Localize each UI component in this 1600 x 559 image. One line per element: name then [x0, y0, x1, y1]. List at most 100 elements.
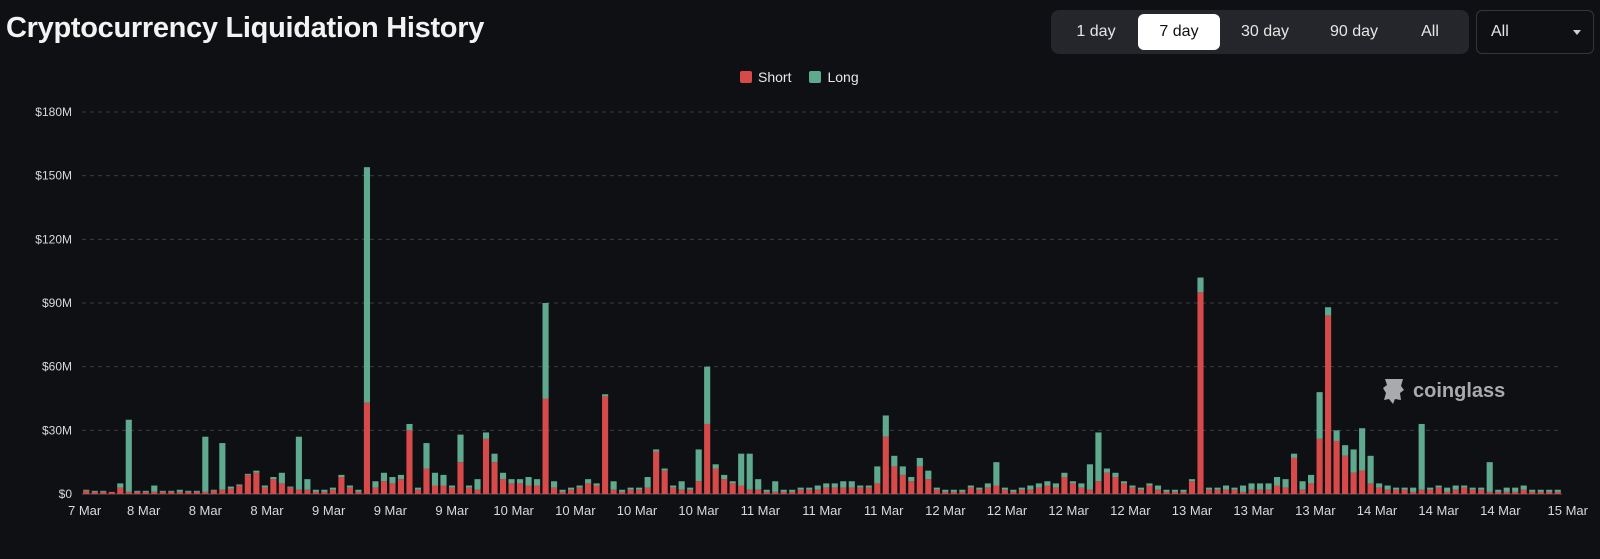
bar-short [1171, 491, 1179, 494]
bar-long [729, 481, 736, 484]
bar-short [219, 489, 226, 494]
bar-long [1273, 477, 1281, 486]
bar-long [474, 479, 481, 490]
bar-short [1554, 491, 1561, 494]
y-tick-label: $90M [42, 296, 72, 310]
bar-short [789, 491, 796, 494]
bar-short [355, 491, 362, 494]
bar-short [151, 491, 158, 494]
range-30-day-button[interactable]: 30 day [1240, 23, 1290, 40]
bar-short [1061, 477, 1068, 494]
bar-short [389, 483, 396, 494]
bar-short [967, 487, 974, 494]
bar-short [738, 485, 745, 494]
y-axis-ticks: $0 $30M $60M $90M $120M $150M $180M [35, 105, 72, 501]
bar-short [295, 489, 302, 494]
bar-short [236, 485, 243, 494]
bar-long [499, 472, 507, 480]
bar-long [814, 485, 821, 490]
bar-long [967, 485, 974, 488]
bar-short [1069, 483, 1076, 494]
bar-long [1248, 483, 1255, 490]
bar-long [1222, 485, 1230, 490]
bar-short [261, 487, 268, 494]
range-1-day-button[interactable]: 1 day [1076, 23, 1116, 40]
bar-short [1308, 483, 1315, 494]
bar-short [1520, 489, 1527, 494]
bar-short [508, 483, 515, 494]
bar-long [295, 436, 302, 490]
bar-short [763, 491, 770, 494]
bar-short [1265, 489, 1272, 494]
bar-short [874, 483, 881, 494]
bar-short [1393, 489, 1400, 494]
bar-short [329, 489, 336, 494]
bar-short [823, 487, 830, 494]
bar-short [465, 487, 473, 494]
bar-long [831, 483, 838, 488]
bar-long [491, 453, 498, 463]
bar-short [457, 462, 464, 494]
bar-short [882, 436, 889, 494]
bar-short [729, 483, 736, 494]
bar-short [806, 489, 813, 494]
coinglass-logo-icon [1383, 379, 1404, 404]
bar-short [1367, 483, 1374, 494]
bar-long [712, 464, 719, 469]
bar-long [244, 473, 251, 475]
range-90-day-button[interactable]: 90 day [1329, 23, 1379, 40]
watermark-label: coinglass [1413, 379, 1506, 402]
legend-item-short[interactable]: Short [740, 69, 791, 85]
bar-short [1197, 292, 1204, 494]
bar-short [1163, 491, 1170, 494]
bar-long [1469, 487, 1476, 490]
bar-long [1452, 485, 1459, 490]
bar-short [831, 487, 838, 494]
bar-short [159, 491, 166, 494]
bar-long [1163, 489, 1170, 492]
range-7-day-button[interactable]: 7 day [1138, 14, 1220, 50]
bar-long [542, 303, 549, 399]
bar-short [1188, 481, 1196, 494]
bar-short [1086, 489, 1093, 494]
bar-short [959, 491, 966, 494]
bar-long [1367, 455, 1374, 484]
bar-long [1239, 485, 1247, 492]
bar-short [1214, 489, 1221, 494]
bar-short [908, 481, 915, 494]
bar-short [891, 466, 898, 494]
coin-filter-select[interactable]: All [1476, 10, 1594, 54]
legend-item-long[interactable]: Long [809, 69, 859, 85]
x-tick-label: 14 Mar [1480, 503, 1521, 518]
coin-filter-value: All [1491, 23, 1509, 40]
bar-long [142, 490, 149, 492]
bar-short [100, 491, 107, 494]
bar-long [1112, 472, 1119, 478]
bar-short [619, 491, 626, 494]
bar-short [1495, 491, 1502, 494]
range-all-button[interactable]: All [1421, 23, 1439, 40]
bar-short [1018, 489, 1025, 494]
bar-short [1418, 489, 1425, 494]
x-tick-label: 13 Mar [1233, 503, 1274, 518]
bar-long [1299, 481, 1306, 490]
bar-long [312, 489, 319, 492]
bar-short [474, 489, 481, 494]
bar-short [1052, 487, 1059, 494]
bar-long [176, 489, 183, 492]
bar-long [389, 477, 396, 484]
bar-long [780, 489, 787, 492]
x-tick-label: 7 Mar [68, 503, 102, 518]
bar-long [772, 481, 779, 492]
bar-long [440, 474, 447, 486]
bar-short [933, 489, 940, 494]
y-tick-label: $180M [35, 105, 72, 119]
bar-long [653, 449, 660, 452]
bar-long [287, 486, 294, 488]
bar-long [593, 483, 600, 486]
bar-short [1452, 489, 1459, 494]
bar-long [236, 484, 243, 486]
bar-short [551, 487, 558, 494]
bar-long [1486, 462, 1493, 492]
bar-long [857, 485, 864, 488]
